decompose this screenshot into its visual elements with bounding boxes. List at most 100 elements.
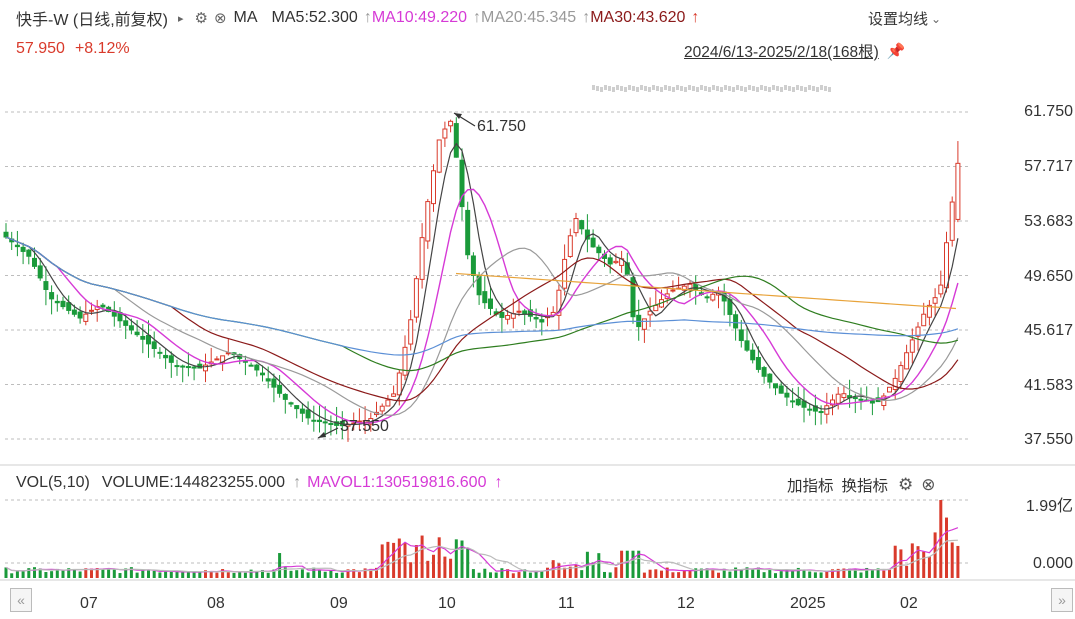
- volume-bar: [950, 542, 954, 578]
- volume-bar: [471, 569, 475, 578]
- mavol1-value: MAVOL1:130519816.600: [307, 474, 487, 491]
- candle-body: [795, 398, 801, 406]
- volume-bar: [842, 568, 846, 578]
- x-tick: 10: [438, 595, 456, 612]
- candle-body: [277, 384, 283, 394]
- candle-body: [100, 304, 106, 308]
- volume-bar: [853, 569, 857, 578]
- overview-mark: [820, 85, 823, 90]
- candle-body: [505, 314, 511, 320]
- volume-bar: [44, 572, 48, 578]
- up-arrow-icon: ↑: [363, 9, 372, 26]
- volume-bar: [432, 554, 435, 578]
- candle-body: [146, 334, 151, 345]
- candle-body: [944, 242, 949, 289]
- volume-bar: [375, 567, 378, 578]
- gear-icon[interactable]: ⚙: [194, 10, 208, 27]
- volume-bar: [654, 569, 658, 578]
- chart-header: 快手-W (日线,前复权) ▸ ⚙ ⊗ MA MA5:52.300 ↑ MA10…: [16, 6, 699, 30]
- chevron-down-icon: ⌄: [931, 11, 942, 26]
- up-arrow-icon: ↑: [691, 9, 700, 26]
- overview-mark: [796, 85, 799, 90]
- candle-body: [89, 309, 94, 312]
- overview-mark: [592, 85, 595, 90]
- candle-body: [921, 313, 927, 327]
- volume-bar: [414, 545, 418, 578]
- candle-body: [607, 257, 613, 265]
- price-tick: 45.617: [1024, 322, 1073, 339]
- candle-body: [185, 366, 191, 369]
- current-price: 57.950: [16, 40, 65, 57]
- overview-mark: [780, 87, 783, 92]
- up-arrow-icon: ↑: [473, 9, 482, 26]
- overview-mark: [648, 87, 651, 92]
- volume-bar: [893, 545, 897, 578]
- close-icon[interactable]: ⊗: [213, 10, 227, 27]
- candle-body: [522, 310, 528, 315]
- volume-bar: [637, 550, 641, 578]
- candle-body: [425, 201, 431, 242]
- volume-bar: [791, 571, 795, 578]
- date-range[interactable]: 2024/6/13-2025/2/18(168根) 📌: [684, 43, 906, 61]
- ma10-value: MA10:49.220: [371, 9, 468, 26]
- candle-body: [835, 393, 841, 404]
- candle-body: [71, 309, 77, 315]
- volume-bar: [198, 571, 202, 578]
- volume-bar: [603, 571, 606, 578]
- candle-body: [641, 318, 647, 330]
- volume-bar: [181, 572, 185, 578]
- volume-bar: [72, 569, 76, 578]
- scroll-left-button[interactable]: «: [10, 588, 32, 612]
- volume-header: VOL(5,10) VOLUME:144823255.000 ↑ MAVOL1:…: [16, 474, 502, 492]
- volume-bar: [625, 550, 629, 578]
- candle-body: [37, 265, 43, 279]
- overview-mark: [736, 85, 739, 90]
- candle-body: [556, 289, 562, 316]
- volume-bar: [420, 535, 424, 578]
- x-tick: 12: [677, 595, 695, 612]
- ma-settings-button[interactable]: 设置均线 ⌄: [868, 11, 942, 28]
- volume-bar: [506, 569, 510, 578]
- volume-bar: [933, 532, 937, 578]
- pin-icon[interactable]: 📌: [886, 43, 906, 60]
- overview-mark: [700, 85, 703, 90]
- volume-bar: [466, 547, 470, 578]
- close-icon[interactable]: ⊗: [921, 475, 936, 494]
- overview-mark: [640, 85, 643, 90]
- up-arrow-icon: ↑: [293, 474, 302, 491]
- gear-icon[interactable]: ⚙: [898, 475, 914, 494]
- ma10-line: [5, 188, 959, 424]
- volume-bar: [158, 572, 162, 578]
- overview-mark: [676, 85, 679, 90]
- overview-mark: [684, 87, 687, 92]
- candle-body: [499, 311, 505, 318]
- add-indicator-button[interactable]: 加指标: [787, 478, 834, 495]
- volume-bar: [278, 553, 282, 578]
- scroll-right-button[interactable]: »: [1051, 588, 1073, 612]
- overview-mark: [596, 86, 599, 91]
- candle-body: [904, 352, 910, 370]
- candle-body: [733, 314, 739, 329]
- triangle-right-icon[interactable]: ▸: [177, 12, 184, 25]
- overview-mark: [808, 85, 811, 90]
- candle-body: [191, 366, 197, 369]
- overview-mark: [812, 86, 815, 91]
- volume-bar: [785, 569, 789, 578]
- volume-bar: [409, 562, 413, 578]
- stock-title[interactable]: 快手-W (日线,前复权): [16, 12, 168, 29]
- switch-indicator-button[interactable]: 换指标: [841, 478, 889, 495]
- volume-bar: [642, 572, 646, 578]
- candle-body: [761, 367, 767, 377]
- candle-body: [584, 229, 590, 240]
- candle-body: [413, 278, 419, 318]
- candle-body: [750, 349, 756, 361]
- candle-body: [436, 139, 442, 173]
- overview-mark: [632, 86, 635, 91]
- price-tick: 61.750: [1024, 103, 1073, 120]
- candle-body: [396, 372, 402, 396]
- volume-bar: [751, 569, 755, 578]
- candle-body: [180, 365, 186, 368]
- volume-bar: [226, 572, 230, 578]
- candle-body: [402, 346, 408, 376]
